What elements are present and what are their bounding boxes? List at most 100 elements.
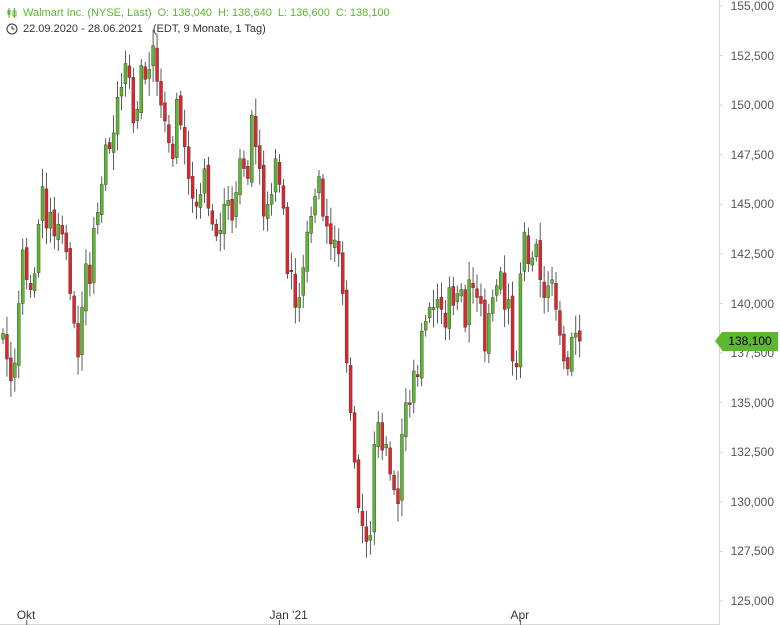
candle-body <box>135 108 140 121</box>
candles <box>1 29 582 558</box>
candle-body <box>277 162 282 185</box>
candle-body <box>467 279 471 326</box>
candle-body <box>44 188 49 229</box>
candle-body <box>171 143 175 159</box>
candle-body <box>372 444 376 533</box>
candle-body <box>194 201 199 207</box>
candle-body <box>56 223 60 240</box>
last-price-badge: 138,100 <box>715 331 778 351</box>
candle-body <box>550 279 554 284</box>
candle-body <box>107 142 112 150</box>
candle-body <box>522 231 527 272</box>
candle-body <box>182 127 187 148</box>
candle-body <box>384 444 388 449</box>
candle-body <box>416 374 420 378</box>
low-value: L: 136,600 <box>277 7 330 19</box>
chart-subheader: 22.09.2020 - 28.06.2021 (EDT, 9 Monate, … <box>6 23 266 35</box>
candle-body <box>479 296 483 304</box>
candle-body <box>305 231 309 272</box>
candle-body <box>459 289 463 297</box>
y-tick-label: 135,000 <box>730 395 774 410</box>
candle-body <box>364 526 369 542</box>
candle-body <box>301 267 305 296</box>
candle-body <box>175 99 179 158</box>
candle-body <box>526 235 531 265</box>
candle-body <box>463 289 467 328</box>
candle-body <box>242 158 246 169</box>
candle-body <box>502 272 507 310</box>
candle-body <box>396 488 400 505</box>
candle-body <box>88 264 92 284</box>
candle-body <box>202 168 207 194</box>
candle-body <box>321 178 325 217</box>
tick-marks <box>26 5 723 625</box>
candle-body <box>518 273 523 368</box>
candle-body <box>206 164 211 209</box>
candle-body <box>348 365 353 413</box>
chart-header: Walmart Inc. (NYSE, Last) O: 138,040 H: … <box>6 7 390 19</box>
candle-body <box>190 175 195 199</box>
y-tick-label: 140,000 <box>730 296 774 311</box>
candle-body <box>530 257 534 266</box>
candle-body <box>151 45 155 67</box>
candle-body <box>578 330 582 342</box>
candle-body <box>265 204 270 219</box>
x-tick-label: Jan '21 <box>269 608 308 622</box>
high-value: H: 138,640 <box>218 7 272 19</box>
candle-body <box>234 192 238 217</box>
candle-body <box>435 299 440 308</box>
y-tick-label: 142,500 <box>730 246 774 261</box>
candle-body <box>167 124 171 144</box>
candle-body <box>289 269 294 272</box>
candle-body <box>159 81 163 106</box>
candle-body <box>570 337 574 372</box>
candle-body <box>143 66 147 80</box>
candle-body <box>1 333 5 340</box>
candle-body <box>269 194 274 205</box>
candle-body <box>9 357 13 382</box>
candle-body <box>13 362 17 378</box>
candle-body <box>360 511 365 526</box>
candle-body <box>250 114 254 183</box>
candle-body <box>491 297 495 314</box>
candle-body <box>313 196 317 216</box>
candle-body <box>115 97 120 135</box>
candle-body <box>562 333 566 362</box>
candle-body <box>273 158 278 193</box>
candle-body <box>147 69 151 79</box>
candle-body <box>380 422 384 451</box>
candle-body <box>566 357 570 370</box>
candle-body <box>123 63 128 84</box>
candle-body <box>155 47 159 82</box>
candle-body <box>506 299 511 309</box>
candle-body <box>400 434 404 501</box>
candle-body <box>309 216 313 234</box>
candle-body <box>574 333 578 338</box>
timeframe-meta: (EDT, 9 Monate, 1 Tag) <box>152 23 266 35</box>
candle-body <box>32 273 37 292</box>
candle-body <box>76 323 80 358</box>
candle-body <box>333 239 337 248</box>
candle-body <box>368 535 373 541</box>
candle-body <box>40 186 45 221</box>
candle-body <box>262 164 266 217</box>
candle-body <box>443 312 448 328</box>
y-tick-label: 147,500 <box>730 147 774 162</box>
candle-body <box>103 144 108 185</box>
candle-body <box>28 283 33 290</box>
candle-body <box>214 223 219 237</box>
candle-body <box>356 459 361 508</box>
candle-body <box>538 240 542 280</box>
candle-body <box>329 223 333 245</box>
candle-body <box>127 65 132 78</box>
clock-icon <box>6 23 18 35</box>
candle-body <box>163 102 167 122</box>
candle-body <box>546 285 550 298</box>
candle-body <box>186 146 191 179</box>
candle-body <box>427 307 432 318</box>
candle-body <box>483 299 487 352</box>
candle-body <box>325 216 329 227</box>
y-tick-label: 130,000 <box>730 494 774 509</box>
candle-body <box>48 212 53 229</box>
candle-body <box>17 303 21 366</box>
